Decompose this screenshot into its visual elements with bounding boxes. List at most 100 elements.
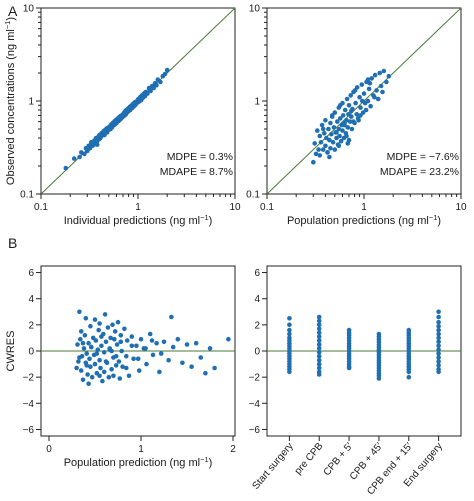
data-point <box>100 378 105 384</box>
data-point <box>143 346 148 351</box>
data-point <box>377 70 383 76</box>
data-point <box>129 343 135 349</box>
data-point <box>101 129 106 134</box>
data-point <box>98 365 103 371</box>
data-point <box>344 133 349 139</box>
data-point <box>105 325 111 330</box>
data-point <box>436 339 441 345</box>
data-point <box>323 143 328 149</box>
data-point <box>313 151 319 157</box>
y-tick-label: 0 <box>28 347 34 358</box>
data-point <box>88 364 93 370</box>
data-point <box>80 340 86 346</box>
data-point <box>340 113 346 118</box>
data-point <box>126 373 132 379</box>
data-point <box>338 138 344 144</box>
data-point <box>372 72 378 78</box>
data-point <box>107 347 112 353</box>
data-point <box>287 322 292 328</box>
data-point <box>349 114 354 119</box>
data-point <box>287 369 292 375</box>
data-point <box>149 338 155 343</box>
x-tick-label: 1 <box>138 444 144 455</box>
data-point <box>124 338 130 343</box>
data-point <box>84 363 89 368</box>
data-point <box>115 319 121 325</box>
data-point <box>99 334 104 339</box>
y-axis-ticks: 0.1 1 10 <box>246 4 267 201</box>
data-point <box>103 339 109 345</box>
x-tick-label: 1 <box>361 202 367 213</box>
x-axis-label-close: ) <box>209 215 213 227</box>
data-point <box>436 347 441 353</box>
x-axis-label-exp: −1 <box>200 455 209 464</box>
data-point <box>338 103 343 108</box>
data-point <box>118 116 123 122</box>
data-point <box>344 96 350 102</box>
data-point <box>366 86 372 92</box>
data-point <box>342 122 347 128</box>
data-point <box>316 334 322 339</box>
x-tick-label: 2 <box>230 444 236 455</box>
data-point <box>80 377 86 383</box>
data-point <box>77 355 82 360</box>
x-axis-label-close: ) <box>209 457 213 469</box>
data-point <box>157 369 162 375</box>
data-point <box>323 118 328 123</box>
panel-label-a: A <box>8 3 18 19</box>
data-point <box>151 85 156 91</box>
data-point <box>81 346 87 351</box>
y-tick-label: −6 <box>23 425 35 436</box>
data-point <box>316 361 322 367</box>
data-point <box>103 359 109 364</box>
data-point <box>386 73 392 79</box>
data-point <box>349 108 354 114</box>
cwres-pred-plot: 0 1 2 −6 −4 −2 0 2 4 6 Population prediction (ng… <box>5 265 236 469</box>
data-point <box>162 71 168 77</box>
x-axis-ticks: 0 1 2 <box>46 436 236 455</box>
data-point <box>95 347 101 353</box>
data-point <box>94 142 100 147</box>
data-point <box>78 329 84 334</box>
x-axis-ticks: 0.1 1 10 <box>34 194 241 213</box>
data-point <box>203 370 208 376</box>
data-point <box>315 128 320 133</box>
data-point <box>112 336 117 342</box>
x-axis-label: Population predictions (ng ml−1) <box>287 213 441 227</box>
x-tick-label: 10 <box>455 202 467 213</box>
pred-plot: 0.1 1 10 0.1 1 10 MDPE = −7.6% MDAPE = 23.2%… <box>246 4 467 228</box>
y-tick-label: 10 <box>249 4 261 15</box>
data-point <box>436 314 441 320</box>
data-point <box>97 321 102 326</box>
data-point <box>108 335 113 341</box>
data-point <box>142 94 147 99</box>
data-point <box>316 342 322 347</box>
data-point <box>109 367 114 372</box>
x-axis-label: Individual predictions (ng ml−1) <box>64 213 213 227</box>
data-point <box>184 342 190 347</box>
x-tick-label: 0.1 <box>260 202 274 213</box>
data-point <box>189 364 194 370</box>
data-point <box>82 333 88 338</box>
x-axis-label: Population prediction (ng ml−1) <box>64 455 213 469</box>
ipred-plot: 0.1 1 10 0.1 1 10 MDPE = 0.3% MDAPE = 8.7% I… <box>3 4 241 228</box>
data-point <box>369 76 375 81</box>
annotation-mdape: MDAPE = 8.7% <box>160 166 233 178</box>
y-tick-label: 4 <box>254 294 260 305</box>
x-tick-label: 0.1 <box>34 202 48 213</box>
y-tick-label: 2 <box>28 320 34 331</box>
data-point <box>110 322 115 328</box>
data-point <box>365 77 371 82</box>
x-axis-label-text: Population prediction (ng ml <box>64 457 200 469</box>
y-tick-label: 6 <box>254 268 260 279</box>
y-tick-label: 2 <box>254 320 260 331</box>
data-point <box>436 363 441 368</box>
data-point <box>325 150 330 155</box>
annotation-mdpe: MDPE = −7.6% <box>387 151 459 163</box>
data-point <box>346 365 352 371</box>
data-point <box>84 351 89 356</box>
data-point <box>316 147 321 152</box>
data-point <box>117 376 123 381</box>
data-point <box>89 140 94 145</box>
